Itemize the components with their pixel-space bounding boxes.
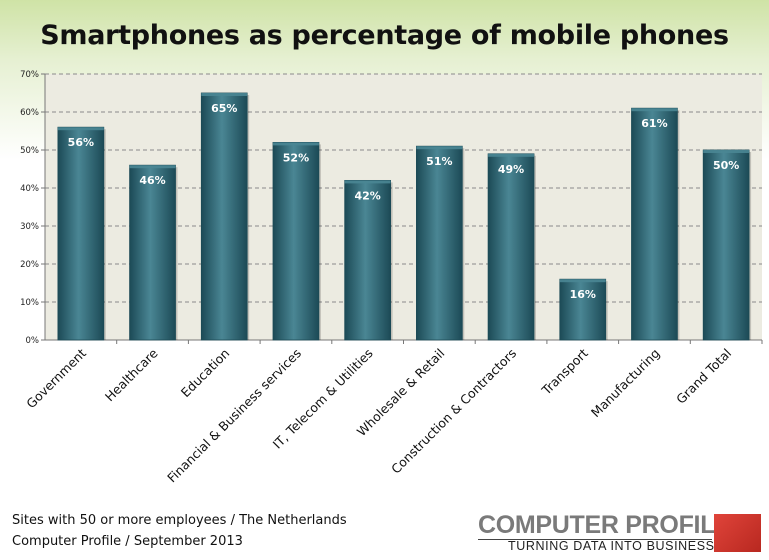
x-category-label: Manufacturing (588, 346, 663, 421)
footnote-line-1: Sites with 50 or more employees / The Ne… (12, 513, 347, 528)
bar (272, 141, 320, 341)
bar-data-label: 56% (68, 136, 94, 149)
bar (702, 149, 750, 341)
footnote: Sites with 50 or more employees / The Ne… (12, 510, 347, 552)
bar-data-label: 16% (570, 288, 596, 301)
x-category-label: Construction & Contractors (388, 346, 519, 477)
bar (559, 278, 607, 341)
logo-divider (478, 539, 712, 540)
x-category-label: Education (178, 346, 233, 401)
bar (416, 145, 463, 341)
logo-tagline: TURNING DATA INTO BUSINESS (508, 539, 715, 553)
bar-top-bevel (201, 93, 248, 96)
bar-top-bevel (631, 108, 678, 112)
y-tick-label: 30% (20, 222, 39, 232)
x-category-label: Financial & Business services (164, 346, 304, 486)
chart-title: Smartphones as percentage of mobile phon… (40, 20, 729, 51)
bar-data-label: 65% (211, 102, 237, 115)
bar (631, 107, 678, 341)
bar-data-label: 49% (498, 163, 524, 176)
bar-data-label: 52% (283, 151, 309, 164)
bar-top-bevel (559, 279, 606, 283)
x-category-label: Healthcare (102, 345, 161, 404)
y-tick-label: 20% (20, 260, 39, 270)
bar-data-label: 42% (354, 189, 380, 202)
x-category-label: Grand Total (673, 346, 734, 407)
bar-top-bevel (344, 180, 391, 184)
footnote-line-2: Computer Profile / September 2013 (12, 534, 243, 549)
company-logo: COMPUTER PROFILE TURNING DATA INTO BUSIN… (478, 511, 763, 553)
bar-data-label: 61% (641, 117, 667, 130)
bar (57, 126, 105, 341)
x-category-label: Transport (538, 345, 591, 398)
bar-top-bevel (129, 165, 176, 169)
y-tick-label: 60% (20, 108, 39, 118)
bar-top-bevel (703, 150, 750, 153)
y-tick-label: 50% (20, 146, 39, 156)
bar-top-bevel (273, 142, 319, 146)
y-tick-label: 0% (26, 336, 40, 346)
bar-data-label: 46% (139, 174, 165, 187)
chart-area: 0% 10% 20% 30% 40% 50% 60% 70% 56% Government 46%… (20, 70, 763, 486)
bar-top-bevel (488, 153, 534, 157)
bar (487, 153, 535, 341)
bar (129, 164, 176, 341)
y-tick-label: 40% (20, 184, 39, 194)
y-tick-label: 70% (20, 70, 39, 80)
y-tick-label: 10% (20, 298, 39, 308)
logo-square-mark (714, 514, 761, 552)
bar-top-bevel (57, 127, 104, 131)
bar (200, 92, 248, 341)
logo-name: COMPUTER PROFILE (478, 511, 732, 539)
bar (344, 179, 391, 341)
bar-data-label: 50% (713, 159, 739, 172)
x-category-label: Government (23, 345, 89, 411)
bar-data-label: 51% (426, 155, 452, 168)
bar-top-bevel (416, 146, 463, 150)
